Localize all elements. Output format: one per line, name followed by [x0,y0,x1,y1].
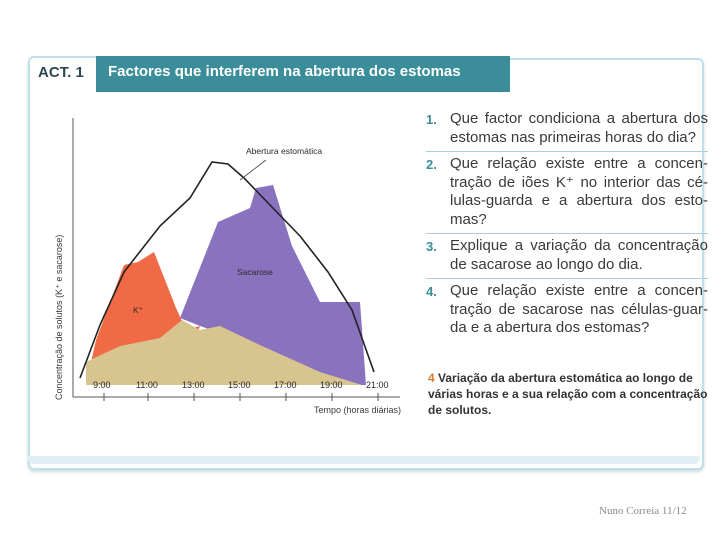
tick-label: 9:00 [93,380,111,390]
question-text: Explique a variação da concentração de s… [450,237,708,273]
question-divider [426,151,708,152]
activity-label-box [28,56,96,92]
tick-label: 17:00 [274,380,297,390]
footer-credit: Nuno Correia 11/12 [599,505,687,517]
question-item: 1. Que factor condiciona a abertura dos … [426,110,708,150]
question-item: 4. Que relação existe entre a concen­tra… [426,282,708,341]
tick-label: 11:00 [136,380,158,390]
tick-label: 19:00 [320,380,343,390]
x-axis-label: Tempo (horas diárias) [314,405,402,415]
opening-annotation: Abertura estomática [246,146,323,156]
y-axis-label: Concentração de solutos (K⁺ e sacarose) [54,234,64,400]
question-number: 3. [426,239,437,254]
title-bar [96,56,510,92]
question-item: 3. Explique a variação da concentração d… [426,237,708,277]
activity-title: Factores que interferem na abertura dos … [108,63,461,80]
stomatal-opening-curve [79,161,375,379]
question-divider [426,278,708,279]
base-area [86,320,362,385]
figure-caption: 4 Variação da abertura estomática ao lon… [428,370,710,418]
question-text: Que relação existe entre a concen­tração… [450,282,708,336]
question-item: 2. Que relação existe entre a concen­tra… [426,155,708,232]
potassium-annotation: K⁺ [133,305,144,315]
question-text: Que relação existe entre a concen­tração… [450,155,708,228]
question-list: 1. Que factor condiciona a abertura dos … [426,110,708,341]
chart-areas [86,185,366,385]
question-text: Que factor condiciona a abertura dos est… [450,110,708,146]
sucrose-annotation: Sacarose [237,267,273,277]
tick-label: 15:00 [228,380,251,390]
x-ticks [103,393,379,401]
caption-text: Variação da abertura estomática ao longo… [428,371,708,417]
card-bottom-edge [28,456,700,464]
activity-label: ACT. 1 [38,64,84,81]
annotation-leader [239,159,267,181]
question-number: 2. [426,157,437,172]
question-number: 4. [426,284,437,299]
question-number: 1. [426,112,437,127]
tick-label: 13:00 [182,380,205,390]
stomata-chart [72,118,400,401]
tick-label: 21:00 [366,380,389,390]
question-divider [426,233,708,234]
caption-number: 4 [428,371,435,385]
